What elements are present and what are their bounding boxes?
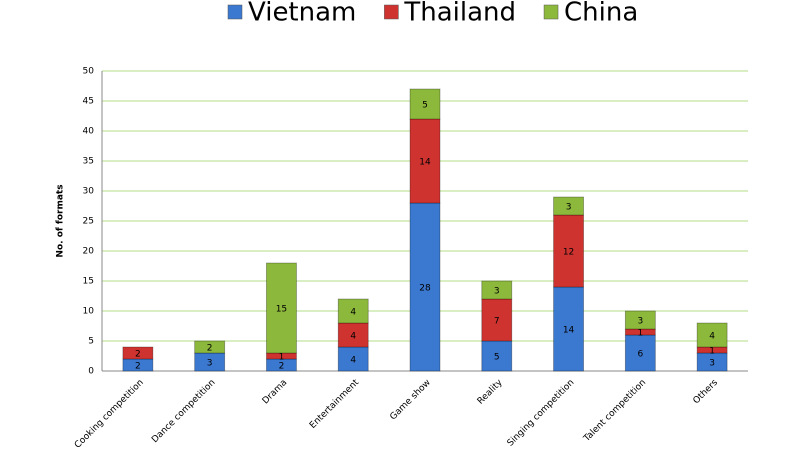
x-tick-label: Entertainment	[308, 377, 361, 430]
y-tick-label: 0	[88, 367, 94, 377]
data-label: 4	[709, 332, 715, 342]
y-tick-label: 35	[83, 157, 94, 167]
legend-swatch	[543, 4, 559, 20]
bar-segment	[122, 346, 154, 360]
data-label: 1	[637, 329, 643, 339]
x-tick-label: Dance competition	[150, 378, 217, 445]
data-label: 15	[276, 305, 287, 315]
y-tick-label: 15	[83, 277, 94, 287]
data-label: 1	[709, 347, 715, 357]
data-label: 4	[350, 332, 356, 342]
data-label: 3	[566, 203, 572, 213]
data-label: 5	[422, 101, 428, 111]
data-label: 3	[637, 317, 643, 327]
x-tick-label: Game show	[388, 378, 432, 422]
data-label: 5	[494, 353, 500, 363]
data-label: 14	[563, 326, 575, 336]
legend-label: Thailand	[403, 0, 516, 28]
data-label: 2	[207, 344, 213, 354]
bar-segment	[553, 214, 584, 288]
bar-segment	[337, 298, 369, 324]
bar-segment	[553, 196, 584, 216]
data-label: 4	[350, 308, 356, 318]
x-tick-label: Talent competition	[581, 378, 648, 445]
bar-segment	[553, 286, 584, 372]
y-tick-label: 20	[83, 247, 95, 257]
bar-segment	[337, 322, 369, 348]
data-label: 3	[494, 287, 500, 297]
data-label: 4	[350, 356, 356, 366]
y-tick-label: 45	[83, 97, 94, 107]
y-tick-label: 10	[83, 307, 95, 317]
bar-segment	[194, 340, 226, 354]
legend-label: China	[564, 0, 638, 28]
x-tick-label: Cooking competition	[73, 378, 146, 450]
bar-segment	[696, 322, 728, 348]
data-label: 6	[637, 350, 643, 360]
data-label: 2	[135, 362, 141, 372]
y-axis-label: No. of formats	[56, 184, 66, 257]
legend-swatch	[227, 4, 243, 20]
y-tick-label: 5	[88, 337, 94, 347]
bar-segment	[409, 202, 441, 372]
data-label: 14	[419, 158, 431, 168]
y-tick-label: 50	[83, 67, 95, 77]
data-label: 2	[279, 362, 285, 372]
data-label: 7	[494, 317, 500, 327]
bar-segment	[409, 88, 441, 120]
bar-segment	[624, 310, 656, 330]
y-tick-label: 30	[83, 187, 95, 197]
data-label: 28	[419, 284, 431, 294]
data-label: 3	[709, 359, 715, 369]
bar-segment	[409, 118, 441, 204]
data-label: 12	[563, 248, 574, 258]
y-tick-label: 25	[83, 217, 94, 227]
bar-segment	[266, 262, 297, 354]
legend-label: Vietnam	[248, 0, 356, 28]
bar-segment	[481, 340, 513, 372]
data-label: 1	[279, 353, 285, 363]
y-tick-label: 40	[83, 127, 95, 137]
legend-swatch	[384, 4, 399, 20]
x-tick-label: Drama	[261, 378, 290, 407]
x-tick-label: Reality	[476, 377, 505, 406]
x-tick-label: Others	[692, 378, 721, 407]
x-tick-label: Singing competition	[506, 378, 577, 449]
data-label: 3	[207, 359, 213, 369]
bar-segment	[624, 334, 656, 372]
data-label: 2	[135, 350, 141, 360]
bar-segment	[481, 280, 513, 300]
